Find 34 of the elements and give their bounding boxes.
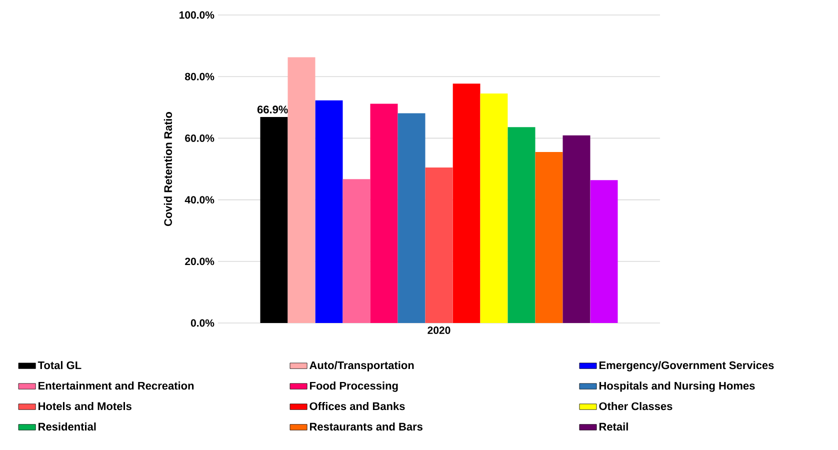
legend-label: Residential <box>38 422 96 431</box>
y-axis-title: Covid Retention Ratio <box>164 112 172 226</box>
bar <box>260 116 288 323</box>
data-label: 66.9% <box>257 106 288 114</box>
bar <box>398 113 426 323</box>
legend-label: Hospitals and Nursing Homes <box>599 382 755 392</box>
x-tick-label: 2020 <box>428 326 450 334</box>
bar <box>590 180 618 323</box>
legend-label: Emergency/Government Services <box>599 361 774 372</box>
bar <box>315 100 343 323</box>
y-tick-label: 60.0% <box>185 134 214 142</box>
bar <box>480 94 508 323</box>
legend-label: Retail <box>599 422 628 431</box>
bar <box>342 179 370 323</box>
bar <box>508 127 536 323</box>
legend-label: Restaurants and Bars <box>310 422 422 431</box>
y-tick-label: 80.0% <box>185 72 214 80</box>
y-tick-label: 0.0% <box>190 319 214 327</box>
legend-label: Total GL <box>38 361 82 370</box>
legend-label: Entertainment and Recreation <box>38 382 194 390</box>
y-tick-label: 20.0% <box>185 258 214 266</box>
bar <box>288 57 316 323</box>
y-tick-label: 40.0% <box>184 196 214 204</box>
legend-label: Auto/Transportation <box>310 361 414 372</box>
legend-label: Offices and Banks <box>310 402 405 410</box>
legend-label: Other Classes <box>599 402 672 410</box>
bar <box>562 135 590 323</box>
bar <box>452 84 480 323</box>
bar <box>425 167 453 323</box>
legend-label: Food Processing <box>310 382 398 392</box>
y-tick-label: 100.0% <box>180 11 214 19</box>
legend-label: Hotels and Motels <box>38 402 132 410</box>
bar <box>535 152 563 323</box>
bar <box>370 104 398 323</box>
